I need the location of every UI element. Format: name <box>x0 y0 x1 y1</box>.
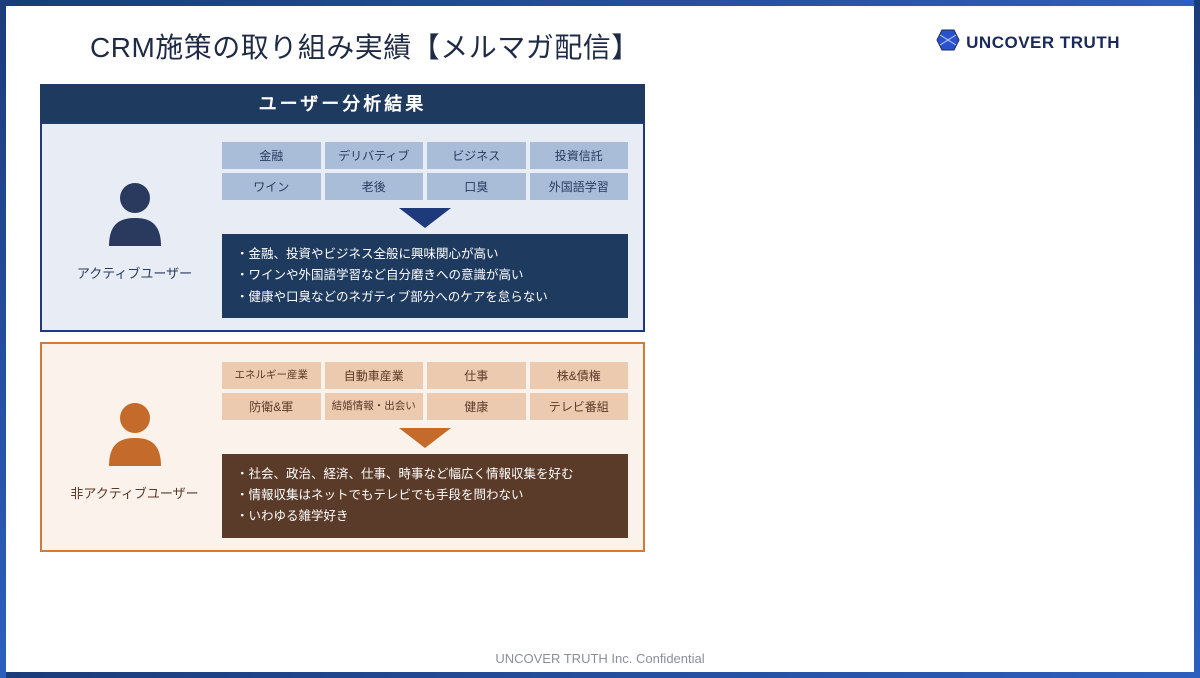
tag: 口臭 <box>427 173 526 200</box>
summary-line: ・社会、政治、経済、仕事、時事など幅広く情報収集を好む <box>236 464 614 485</box>
panel-active: アクティブユーザー 金融デリバティブビジネス投資信託ワイン老後口臭外国語学習・金融… <box>40 122 645 332</box>
down-arrow-icon <box>399 428 451 448</box>
tag: ビジネス <box>427 142 526 169</box>
user-label-inactive: 非アクティブユーザー <box>70 483 198 502</box>
tag-grid-inactive: エネルギー産業自動車産業仕事株&債権防衛&軍結婚情報・出会い健康テレビ番組 <box>222 362 628 420</box>
tag: テレビ番組 <box>530 393 629 420</box>
user-column-active: アクティブユーザー <box>57 178 212 282</box>
tag: デリバティブ <box>325 142 424 169</box>
tag: 防衛&軍 <box>222 393 321 420</box>
tag: 老後 <box>325 173 424 200</box>
panel-inactive: 非アクティブユーザー エネルギー産業自動車産業仕事株&債権防衛&軍結婚情報・出会い… <box>40 342 645 552</box>
tag: 仕事 <box>427 362 526 389</box>
user-column-inactive: 非アクティブユーザー <box>57 398 212 502</box>
tag: 結婚情報・出会い <box>325 393 424 420</box>
tag: エネルギー産業 <box>222 362 321 389</box>
tag: 株&債権 <box>530 362 629 389</box>
tag: 健康 <box>427 393 526 420</box>
tag: 外国語学習 <box>530 173 629 200</box>
summary-box-active: ・金融、投資やビジネス全般に興味関心が高い・ワインや外国語学習など自分磨きへの意… <box>222 234 628 318</box>
panels-container: アクティブユーザー 金融デリバティブビジネス投資信託ワイン老後口臭外国語学習・金融… <box>40 122 1160 552</box>
brand-logo: UNCOVER TRUTH <box>936 28 1120 57</box>
tag: 金融 <box>222 142 321 169</box>
page-title: CRM施策の取り組み実績【メルマガ配信】 <box>90 26 640 66</box>
section-title: ユーザー分析結果 <box>40 84 645 122</box>
summary-box-inactive: ・社会、政治、経済、仕事、時事など幅広く情報収集を好む・情報収集はネットでもテレ… <box>222 454 628 538</box>
logo-text: UNCOVER TRUTH <box>966 33 1120 53</box>
footer-text: UNCOVER TRUTH Inc. Confidential <box>0 651 1200 666</box>
logo-mark-icon <box>936 28 960 57</box>
summary-line: ・ワインや外国語学習など自分磨きへの意識が高い <box>236 265 614 286</box>
tag: ワイン <box>222 173 321 200</box>
summary-line: ・情報収集はネットでもテレビでも手段を問わない <box>236 485 614 506</box>
tag-grid-active: 金融デリバティブビジネス投資信託ワイン老後口臭外国語学習 <box>222 142 628 200</box>
user-label-active: アクティブユーザー <box>77 263 192 282</box>
tag: 投資信託 <box>530 142 629 169</box>
summary-line: ・金融、投資やビジネス全般に興味関心が高い <box>236 244 614 265</box>
content-column-active: 金融デリバティブビジネス投資信託ワイン老後口臭外国語学習・金融、投資やビジネス全… <box>222 142 628 318</box>
tag: 自動車産業 <box>325 362 424 389</box>
down-arrow-icon <box>399 208 451 228</box>
header: CRM施策の取り組み実績【メルマガ配信】 UNCOVER TRUTH <box>40 26 1160 66</box>
summary-line: ・いわゆる雑学好き <box>236 506 614 527</box>
person-icon <box>104 398 166 473</box>
person-icon <box>104 178 166 253</box>
summary-line: ・健康や口臭などのネガティブ部分へのケアを怠らない <box>236 287 614 308</box>
content-column-inactive: エネルギー産業自動車産業仕事株&債権防衛&軍結婚情報・出会い健康テレビ番組・社会… <box>222 362 628 538</box>
